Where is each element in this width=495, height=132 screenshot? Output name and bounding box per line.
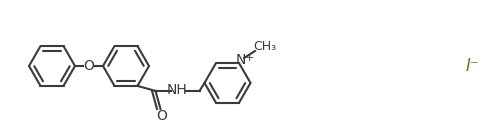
Text: +: + — [245, 53, 253, 63]
Text: NH: NH — [167, 83, 188, 97]
Text: I⁻: I⁻ — [465, 57, 479, 75]
Text: CH₃: CH₃ — [253, 39, 277, 53]
Text: O: O — [84, 59, 95, 73]
Text: O: O — [156, 109, 167, 123]
Text: N: N — [236, 53, 246, 67]
